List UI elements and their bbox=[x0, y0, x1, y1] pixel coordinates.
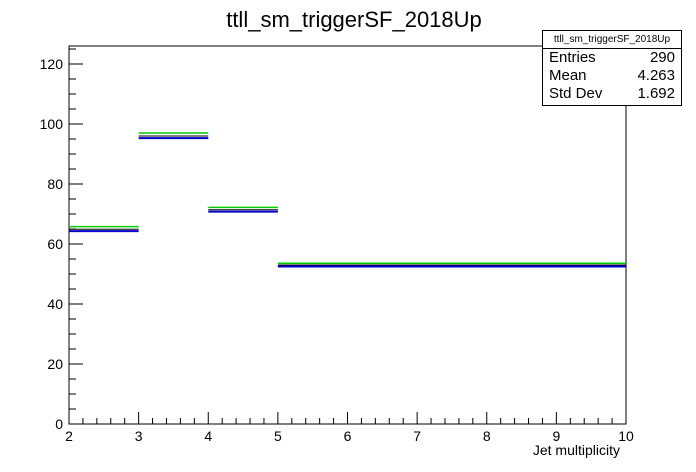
stats-row-mean: Mean 4.263 bbox=[543, 67, 681, 85]
stats-row-stddev: Std Dev 1.692 bbox=[543, 85, 681, 103]
stats-value: 1.692 bbox=[637, 85, 675, 102]
stats-value: 4.263 bbox=[637, 67, 675, 84]
stats-value: 290 bbox=[649, 49, 675, 66]
y-tick-label: 80 bbox=[47, 176, 63, 192]
x-tick-label: 4 bbox=[204, 428, 212, 444]
x-tick-label: 8 bbox=[483, 428, 491, 444]
stats-label: Std Dev bbox=[549, 85, 603, 102]
x-tick-label: 6 bbox=[344, 428, 352, 444]
x-tick-label: 3 bbox=[135, 428, 143, 444]
y-tick-label: 100 bbox=[40, 116, 64, 132]
x-tick-label: 10 bbox=[618, 428, 634, 444]
y-tick-label: 40 bbox=[47, 296, 63, 312]
y-tick-label: 120 bbox=[40, 56, 64, 72]
x-tick-label: 2 bbox=[65, 428, 73, 444]
stats-row-entries: Entries 290 bbox=[543, 49, 681, 67]
chart-title: ttll_sm_triggerSF_2018Up bbox=[226, 7, 482, 32]
y-tick-label: 20 bbox=[47, 356, 63, 372]
y-tick-label: 0 bbox=[55, 416, 63, 432]
histogram-bins bbox=[69, 132, 626, 268]
x-axis-label: Jet multiplicity bbox=[533, 442, 620, 458]
x-tick-label: 7 bbox=[413, 428, 421, 444]
x-tick-label: 5 bbox=[274, 428, 282, 444]
stats-box: ttll_sm_triggerSF_2018Up Entries 290 Mea… bbox=[542, 30, 682, 106]
stats-label: Entries bbox=[549, 49, 596, 66]
x-tick-label: 9 bbox=[552, 428, 560, 444]
stats-title: ttll_sm_triggerSF_2018Up bbox=[543, 31, 681, 49]
y-tick-label: 60 bbox=[47, 236, 63, 252]
stats-label: Mean bbox=[549, 67, 587, 84]
